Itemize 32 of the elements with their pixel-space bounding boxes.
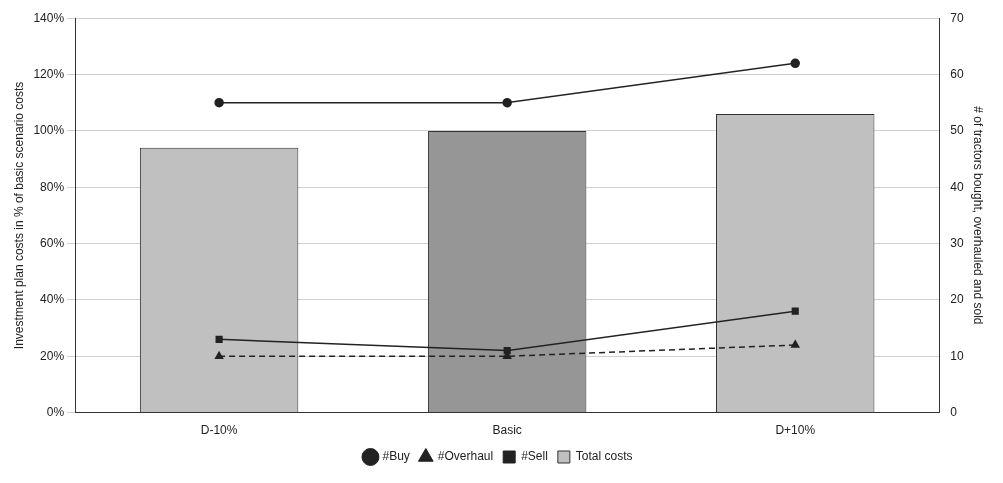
x-tick-label: Basic bbox=[492, 423, 522, 438]
point bbox=[214, 97, 224, 108]
point bbox=[215, 335, 223, 343]
y2-tick-label: 10 bbox=[950, 348, 964, 363]
legend-label: Total costs bbox=[575, 449, 633, 464]
y-tick-label: 20% bbox=[40, 348, 65, 363]
y2-tick-label: 60 bbox=[950, 66, 964, 81]
y2-tick-label: 20 bbox=[950, 292, 964, 307]
legend-label: #Overhaul bbox=[437, 449, 494, 464]
y-tick-label: 0% bbox=[46, 404, 65, 419]
y-tick-label: 40% bbox=[40, 292, 65, 307]
y-tick-label: 140% bbox=[33, 10, 65, 25]
point bbox=[790, 58, 800, 69]
y2-axis-title: # of tractors bought, overhauled and sold bbox=[971, 106, 986, 325]
y-tick-label: 60% bbox=[40, 235, 65, 250]
x-tick-label: D+10% bbox=[775, 423, 816, 438]
point bbox=[791, 340, 800, 348]
point bbox=[791, 307, 799, 315]
point bbox=[502, 97, 512, 108]
y-tick-label: 80% bbox=[40, 179, 65, 194]
y2-tick-label: 40 bbox=[950, 179, 964, 194]
legend-label: #Sell bbox=[521, 449, 548, 464]
y2-tick-label: 50 bbox=[950, 123, 964, 138]
legend-label: #Buy bbox=[382, 449, 410, 464]
point bbox=[214, 351, 224, 360]
y2-tick-label: 30 bbox=[950, 235, 964, 250]
y-axis-title: Investment plan costs in % of basic scenario costs bbox=[11, 81, 26, 350]
y2-tick-label: 0 bbox=[950, 404, 958, 419]
x-tick-label: D-10% bbox=[200, 423, 238, 438]
y-tick-label: 100% bbox=[33, 123, 65, 138]
y2-tick-label: 70 bbox=[950, 10, 964, 25]
y-tick-label: 120% bbox=[33, 66, 65, 81]
